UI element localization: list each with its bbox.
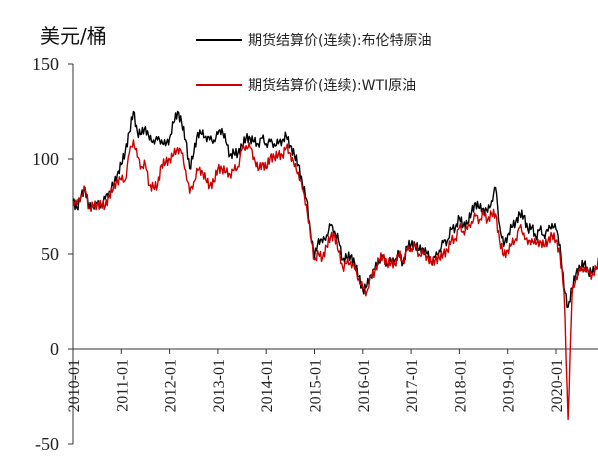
x-tick-label: 2016-01 (356, 359, 373, 412)
y-tick-label: 0 (50, 339, 59, 359)
tick-labels: 150 100 50 0 -50 2010-01 2011-01 2012-01 2013-01… (32, 54, 598, 454)
y-tick-label: 100 (32, 149, 59, 169)
x-tick-label: 2015-01 (308, 359, 325, 412)
y-tick-label: -50 (35, 434, 59, 454)
y-tick-label: 50 (41, 244, 59, 264)
x-tick-label: 2012-01 (163, 359, 180, 412)
x-tick-label: 2019-01 (501, 359, 518, 412)
x-tick-label: 2017-01 (404, 359, 421, 412)
y-tick-label: 150 (32, 54, 59, 74)
legend-label-brent: 期货结算价(连续):布伦特原油 (248, 33, 432, 49)
legend-item-wti: 期货结算价(连续):WTI原油 (196, 75, 416, 95)
x-tick-label: 2020-01 (549, 359, 566, 412)
legend-label-wti: 期货结算价(连续):WTI原油 (248, 78, 417, 94)
series-layer (72, 110, 598, 420)
x-tick-label: 2013-01 (211, 359, 228, 412)
x-tick-label: 2018-01 (452, 359, 469, 412)
x-tick-label: 2011-01 (114, 359, 131, 412)
series-brent-line (72, 110, 598, 309)
legend-swatch-brent (196, 39, 242, 41)
legend-swatch-wti (196, 84, 242, 86)
legend-item-brent: 期货结算价(连续):布伦特原油 (196, 30, 432, 50)
x-tick-label: 2014-01 (259, 359, 276, 412)
x-tick-label: 2010-01 (66, 359, 83, 412)
y-axis-unit-label: 美元/桶 (40, 24, 107, 48)
series-wti-line (72, 139, 598, 420)
axes (68, 63, 598, 445)
